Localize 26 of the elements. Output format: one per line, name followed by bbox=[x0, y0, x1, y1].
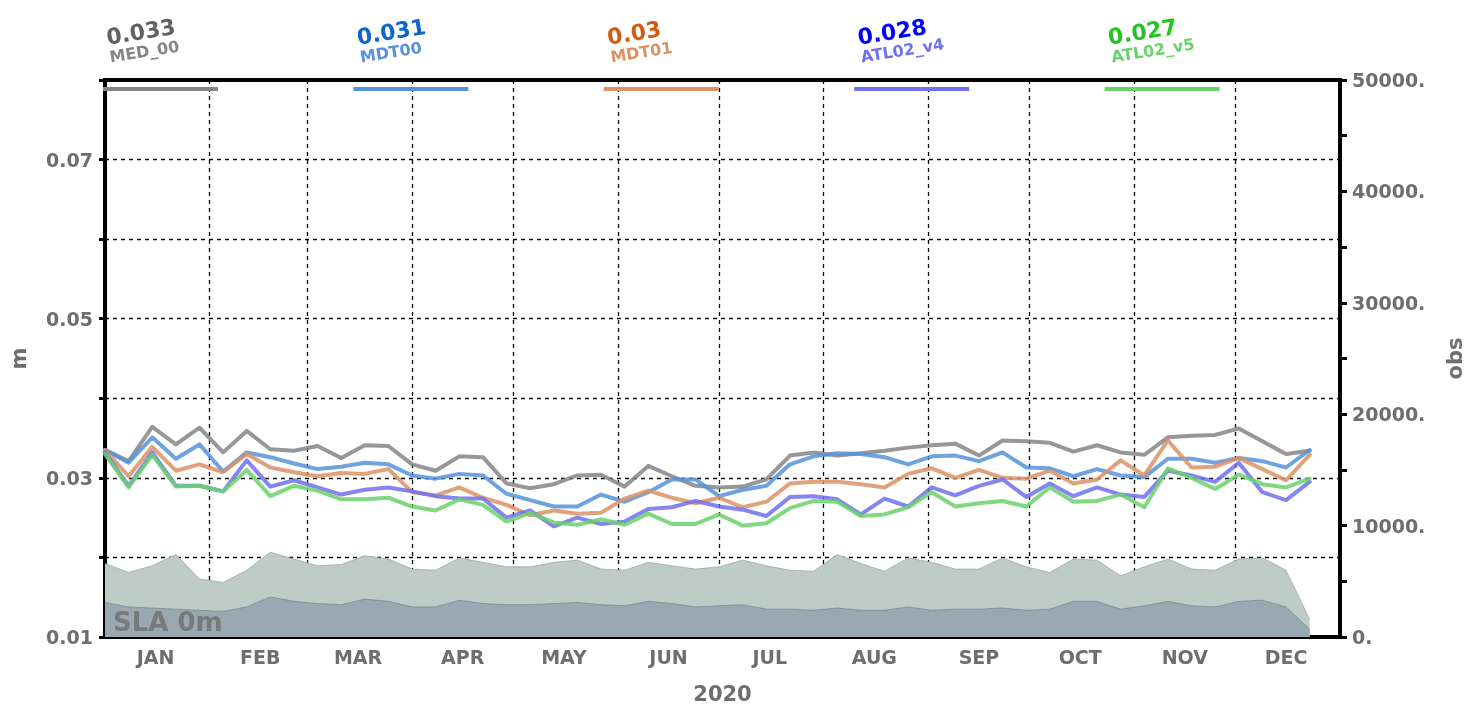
x-tick-label: SEP bbox=[958, 645, 1000, 668]
y-axis-title: m bbox=[6, 347, 31, 370]
x-tick-label: JUN bbox=[647, 645, 688, 668]
y2-tick-label: 50000. bbox=[1352, 69, 1426, 91]
line-series bbox=[103, 424, 1312, 491]
x-tick-label: OCT bbox=[1058, 645, 1102, 668]
y2-tick-label: 30000. bbox=[1352, 291, 1426, 314]
x-tick-label: AUG bbox=[851, 645, 897, 668]
x-tick-label: DEC bbox=[1264, 645, 1308, 668]
y-tick-label: 0.01 bbox=[46, 626, 93, 648]
y-tick-label: 0.05 bbox=[46, 307, 93, 330]
y2-tick-label: 20000. bbox=[1352, 403, 1426, 426]
y2-tick-label: 40000. bbox=[1352, 180, 1426, 203]
y2-tick-label: 10000. bbox=[1352, 514, 1426, 537]
x-tick-label: JUL bbox=[750, 645, 788, 668]
x-tick-label: APR bbox=[441, 645, 485, 668]
x-tick-label: JAN bbox=[134, 645, 175, 668]
y-tick-label: 0.07 bbox=[46, 148, 93, 171]
y-tick-label: 0.03 bbox=[46, 466, 93, 489]
x-axis-title: 2020 bbox=[693, 681, 752, 706]
x-tick-label: FEB bbox=[239, 645, 281, 668]
x-tick-label: MAR bbox=[333, 645, 383, 668]
y2-axis-title: obs bbox=[1442, 337, 1467, 380]
x-tick-label: MAY bbox=[541, 645, 587, 668]
x-tick-label: NOV bbox=[1161, 645, 1209, 668]
y2-tick-label: 0. bbox=[1352, 626, 1373, 648]
